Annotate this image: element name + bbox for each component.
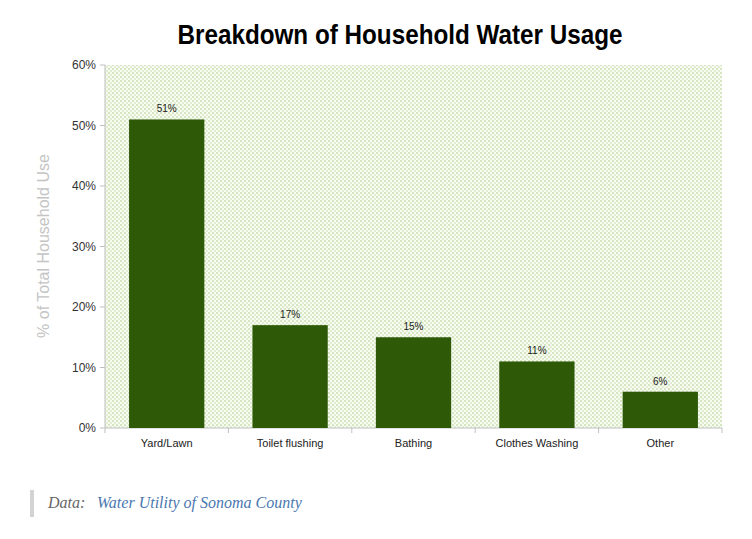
y-tick-label: 0%	[79, 421, 97, 435]
x-tick	[105, 428, 106, 433]
y-tick	[100, 428, 105, 429]
title: Breakdown of Household Water Usage	[178, 20, 623, 50]
source-link[interactable]: Water Utility of Sonoma County	[97, 494, 303, 512]
bar	[376, 337, 451, 428]
x-tick	[722, 428, 723, 433]
x-tick	[351, 428, 352, 433]
bar	[129, 119, 204, 428]
x-tick	[228, 428, 229, 433]
y-tick	[100, 125, 105, 126]
x-tick-label: Toilet flushing	[257, 437, 324, 449]
data-label: 15%	[403, 321, 423, 332]
y-axis-label: % of Total Household Use	[35, 154, 52, 338]
x-tick	[475, 428, 476, 433]
chart: Breakdown of Household Water Usage % of T…	[0, 0, 752, 539]
y-tick	[100, 246, 105, 247]
x-tick-label: Yard/Lawn	[141, 437, 193, 449]
y-tick	[100, 186, 105, 187]
data-label: 11%	[527, 345, 546, 356]
y-tick-label: 20%	[72, 300, 96, 314]
data-label: 51%	[157, 103, 177, 114]
x-tick-label: Clothes Washing	[496, 437, 579, 449]
source-bar	[30, 490, 34, 517]
y-tick	[100, 307, 105, 308]
x-tick	[598, 428, 599, 433]
y-tick-label: 60%	[72, 58, 96, 72]
source-label: Data:	[47, 494, 85, 511]
y-tick-label: 10%	[72, 361, 96, 375]
y-tick-label: 50%	[72, 119, 96, 133]
y-axis	[105, 65, 106, 428]
x-tick-label: Other	[647, 437, 675, 449]
y-tick-label: 30%	[72, 240, 96, 254]
bar	[252, 325, 327, 428]
y-tick	[100, 65, 105, 66]
bar	[499, 361, 574, 428]
data-label: 17%	[280, 309, 300, 320]
y-tick	[100, 367, 105, 368]
x-tick-label: Bathing	[395, 437, 432, 449]
y-tick-label: 40%	[72, 179, 96, 193]
plot-area	[105, 65, 722, 428]
page: {"chart_data": {"type": "bar", "title": …	[0, 0, 752, 539]
data-label: 6%	[653, 376, 668, 387]
bars	[129, 119, 698, 428]
bar	[623, 392, 698, 428]
